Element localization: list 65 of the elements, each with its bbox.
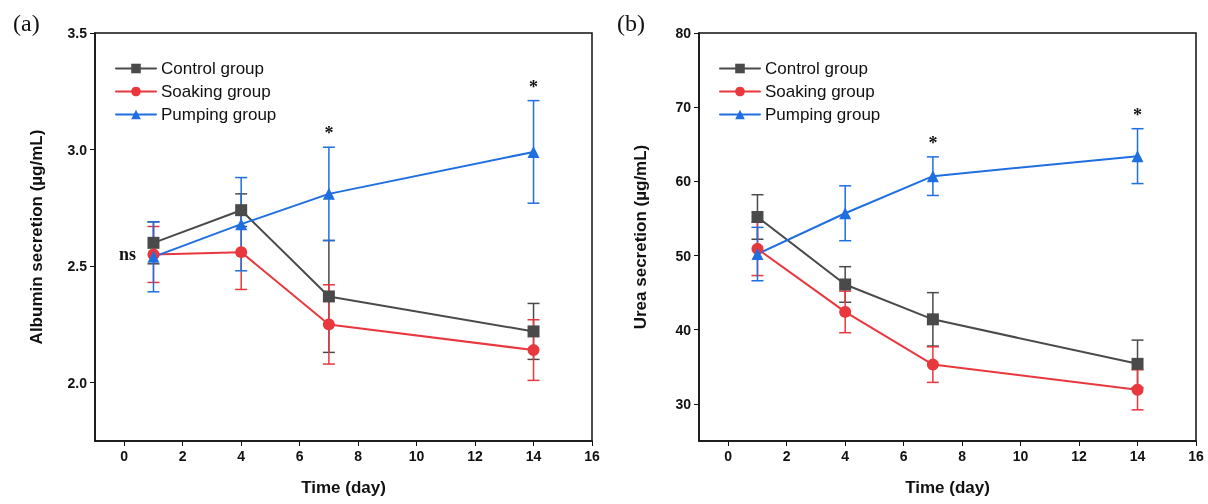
point [926,358,939,371]
x-tick-label: 16 [584,448,600,464]
x-tick-label: 6 [295,448,304,464]
point [751,210,764,223]
y-tick-label: 50 [675,247,692,264]
x-tick-label: 0 [120,448,129,464]
point [926,170,939,183]
point [926,313,939,326]
point [235,218,248,231]
annotation: * [928,132,938,153]
point [322,187,335,200]
x-tick-label: 8 [958,448,967,464]
y-tick-label: 2.5 [67,258,88,275]
point [1131,383,1144,396]
y-tick-label: 40 [675,321,692,338]
y-tick-label: 80 [675,25,692,41]
point [839,207,852,220]
point [1131,357,1144,370]
y-axis-title: Urea secretion (µg/mL) [631,144,650,330]
point [1131,150,1144,163]
x-tick-label: 2 [782,448,791,464]
point [147,236,160,249]
x-tick-label: 10 [408,448,425,464]
legend-label: Pumping group [765,105,881,124]
annotation: * [1133,104,1143,125]
x-tick-label: 0 [724,448,733,464]
y-tick-label: 2.0 [67,374,88,391]
y-axis-title: Albumin secretion (µg/mL) [27,129,46,345]
point [839,305,852,318]
legend-label: Control group [161,59,265,78]
x-tick-label: 10 [1012,448,1029,464]
point [235,246,248,259]
y-tick-label: 70 [675,99,692,116]
annotation: * [529,76,539,97]
point [322,290,335,303]
point [235,204,248,217]
point [527,344,540,357]
legend-label: Soaking group [161,82,271,101]
x-tick-label: 6 [899,448,908,464]
point [527,325,540,338]
annotation: * [324,123,334,144]
legend-label: Control group [765,59,869,78]
legend-label: Pumping group [161,105,277,124]
legend-label: Soaking group [765,82,875,101]
x-tick-label: 12 [467,448,484,464]
point [751,248,764,261]
x-axis-title: Time (day) [301,478,386,497]
y-tick-label: 3.5 [67,25,88,41]
x-axis-title: Time (day) [905,478,990,497]
annotation: ns [118,244,136,265]
x-tick-label: 16 [1188,448,1204,464]
y-tick-label: 3.0 [67,141,88,158]
x-tick-label: 8 [354,448,363,464]
x-tick-label: 14 [1129,448,1146,464]
chart-title: (a) [13,10,40,36]
x-tick-label: 14 [525,448,542,464]
point [322,318,335,331]
x-tick-label: 4 [237,448,246,464]
point [839,278,852,291]
x-tick-label: 12 [1071,448,1088,464]
chart-title: (b) [617,10,645,36]
x-tick-label: 2 [178,448,187,464]
x-tick-label: 4 [841,448,850,464]
y-tick-label: 30 [675,395,692,412]
y-tick-label: 60 [675,173,692,190]
